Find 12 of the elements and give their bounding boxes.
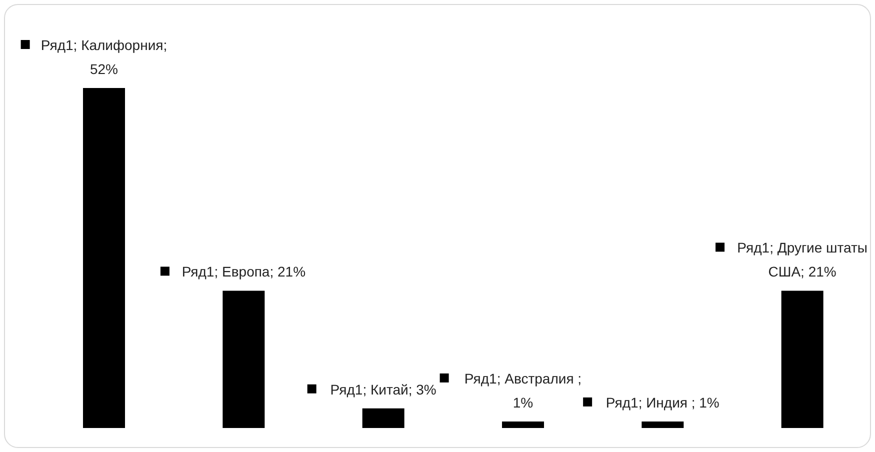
data-label: Ряд1; Индия ; 1% bbox=[606, 394, 720, 410]
data-label: Ряд1; Европа; 21% bbox=[182, 264, 306, 280]
data-label: Ряд1; Австралия ; 1% bbox=[464, 370, 582, 410]
data-label: Ряд1; Калифорния; 52% bbox=[40, 37, 168, 77]
bar bbox=[362, 408, 404, 428]
bar bbox=[83, 88, 125, 428]
bar bbox=[222, 290, 265, 428]
bar bbox=[502, 421, 544, 428]
data-label: Ряд1; Китай; 3% bbox=[330, 381, 436, 398]
bar bbox=[781, 290, 824, 428]
data-label: Ряд1; Другие штаты США; 21% bbox=[737, 240, 868, 280]
bar bbox=[642, 421, 684, 428]
